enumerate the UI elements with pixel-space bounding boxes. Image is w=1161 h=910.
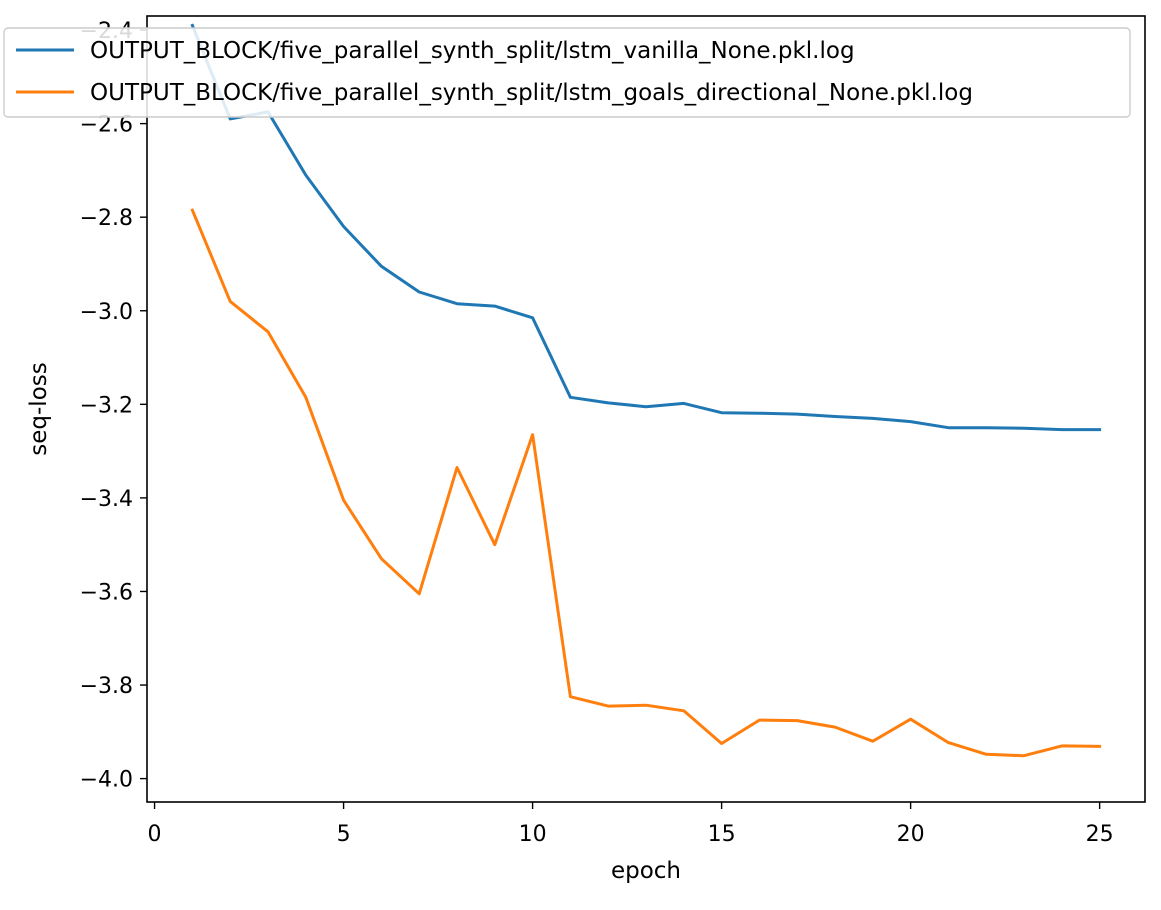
legend: OUTPUT_BLOCK/five_parallel_synth_split/l… bbox=[3, 27, 1131, 118]
x-tick-label: 10 bbox=[519, 822, 547, 847]
x-axis-ticks: 0 5 10 15 20 25 bbox=[148, 802, 1114, 847]
x-tick-label: 20 bbox=[897, 822, 925, 847]
y-tick-label: −3.0 bbox=[80, 300, 133, 325]
y-axis-label: seq-loss bbox=[26, 362, 52, 455]
x-tick-label: 25 bbox=[1086, 822, 1114, 847]
series-line-1 bbox=[190, 23, 1102, 432]
series-lines bbox=[190, 23, 1102, 758]
y-tick-label: −3.4 bbox=[80, 487, 133, 512]
x-axis-label: epoch bbox=[611, 858, 681, 884]
plot-frame bbox=[146, 15, 1146, 803]
series-line-2 bbox=[190, 208, 1102, 758]
legend-label-2: OUTPUT_BLOCK/five_parallel_synth_split/l… bbox=[90, 80, 973, 106]
y-tick-label: −3.8 bbox=[80, 674, 133, 699]
legend-box bbox=[3, 27, 1131, 118]
x-tick-label: 5 bbox=[337, 822, 351, 847]
x-tick-label: 0 bbox=[148, 822, 162, 847]
y-tick-label: −2.8 bbox=[80, 206, 133, 231]
y-tick-label: −3.6 bbox=[80, 580, 133, 605]
y-tick-label: −3.2 bbox=[80, 393, 133, 418]
legend-label-1: OUTPUT_BLOCK/five_parallel_synth_split/l… bbox=[90, 38, 855, 64]
x-tick-label: 15 bbox=[708, 822, 736, 847]
y-tick-label: −4.0 bbox=[80, 768, 133, 793]
